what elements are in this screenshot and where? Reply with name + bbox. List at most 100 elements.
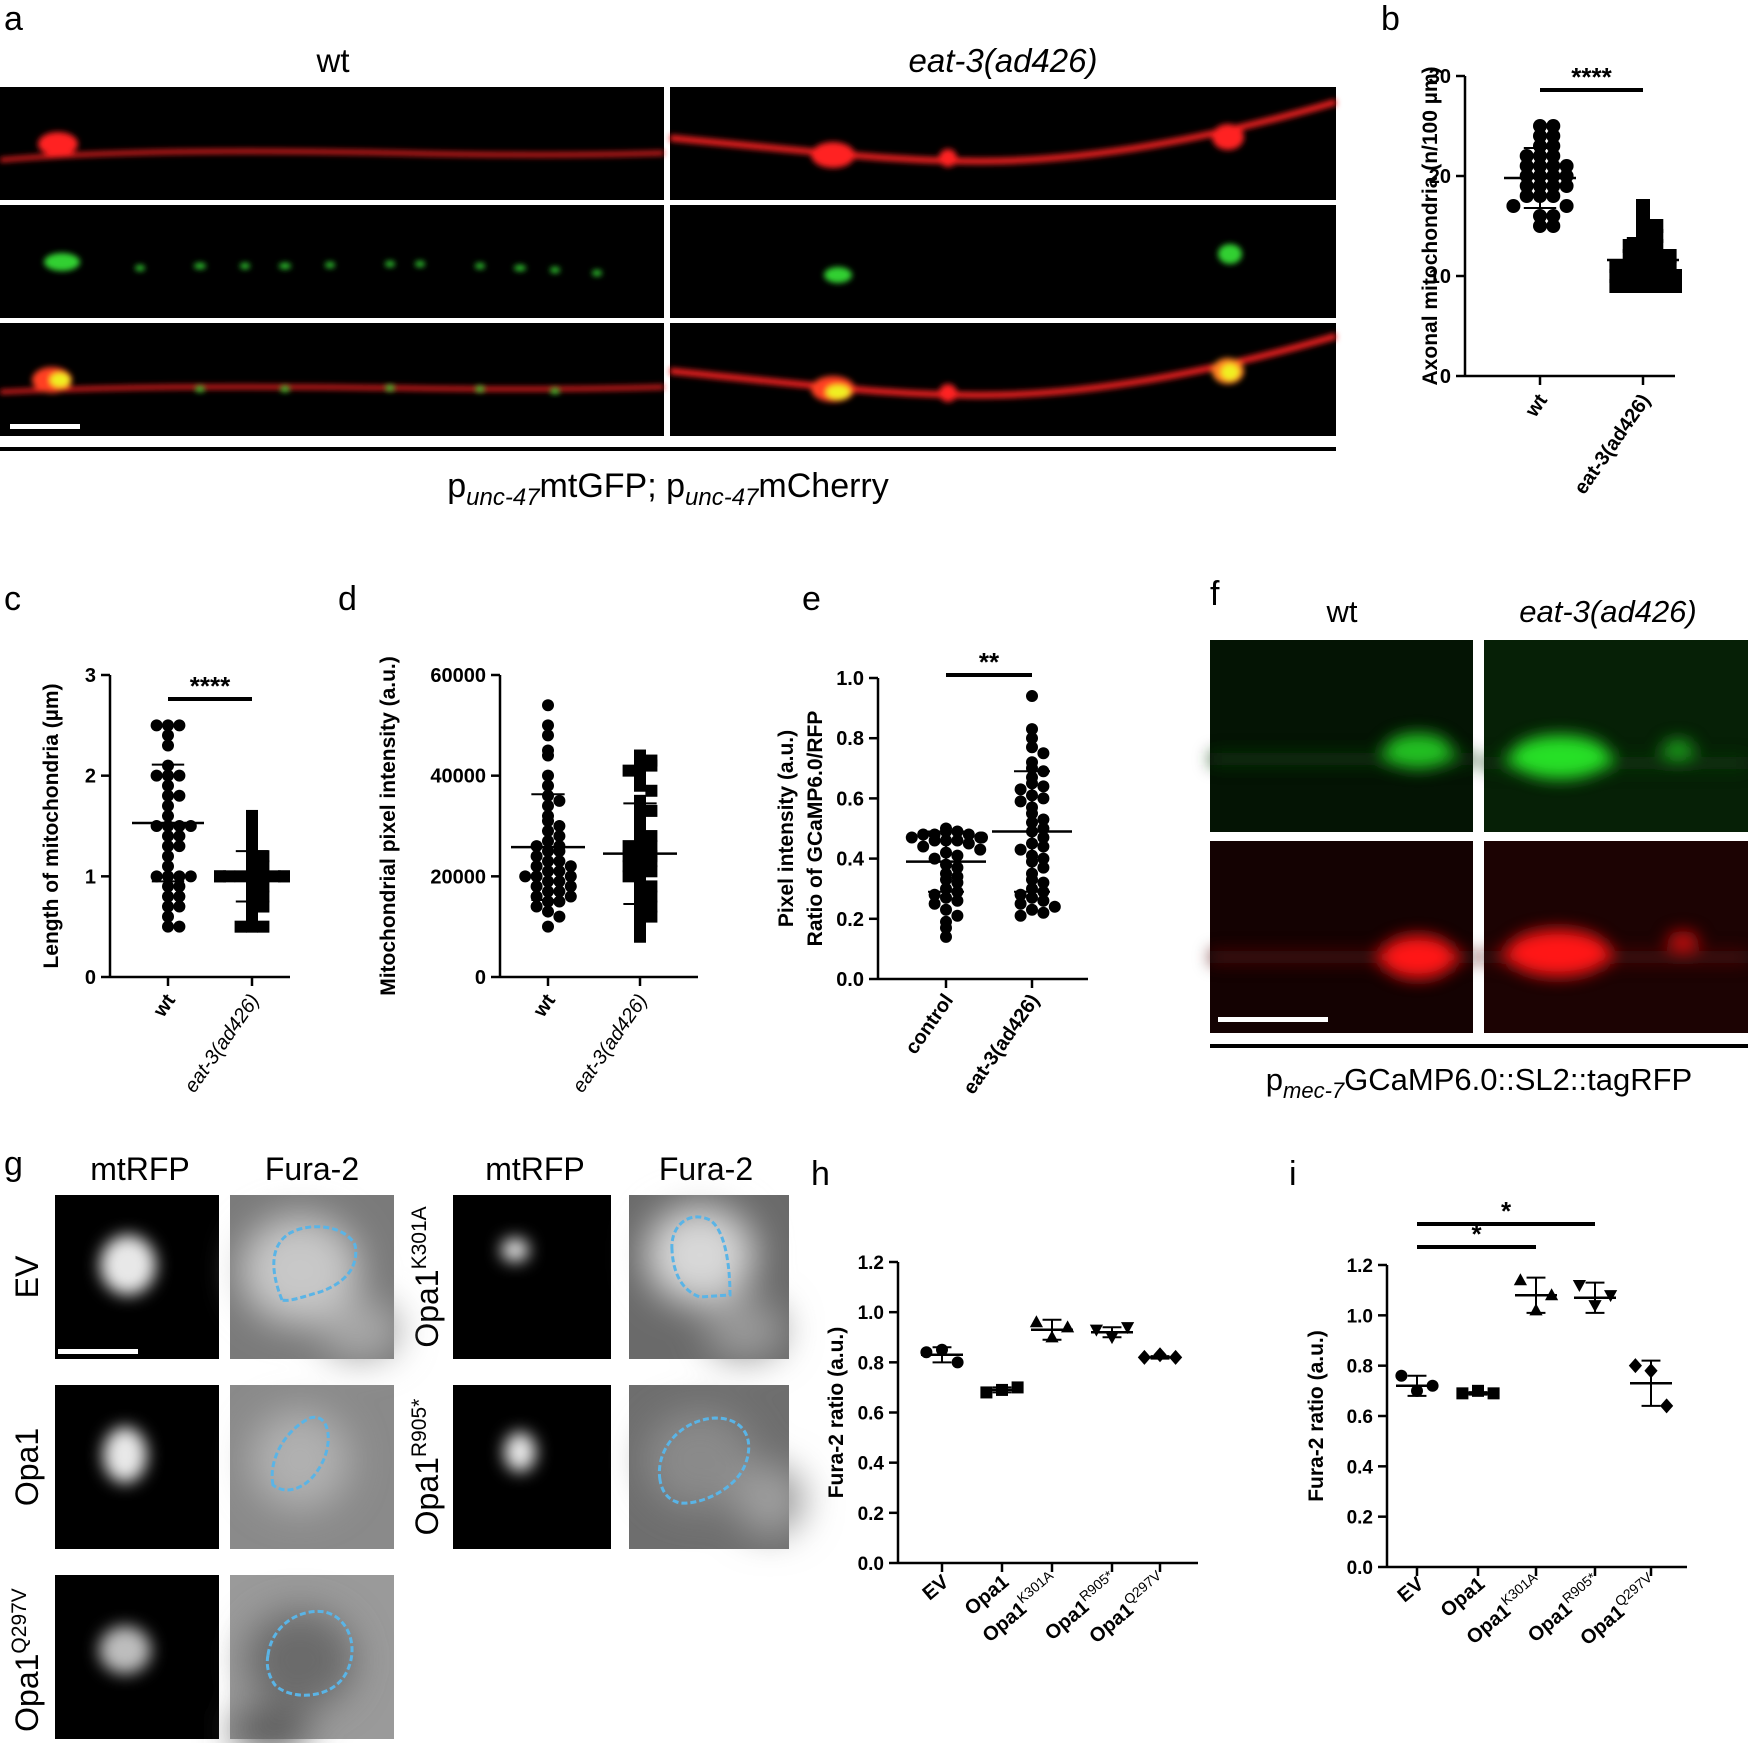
panel-letter-g: g	[4, 1145, 23, 1183]
point-d-s1-36	[634, 920, 646, 933]
category-label-d-0: wt	[529, 990, 561, 1022]
y-tick-label-e-1: 0.2	[836, 909, 864, 931]
panel-a-underline	[0, 447, 1336, 451]
y-tick-label-i-5: 1.0	[1347, 1306, 1373, 1327]
point-e-s1-36	[1037, 894, 1050, 907]
point-b-s0-15	[1519, 169, 1534, 183]
point-d-s1-23	[622, 860, 635, 873]
point-d-s0-2	[542, 729, 554, 742]
point-e-s1-1	[1026, 723, 1038, 736]
point-h-s1-0	[980, 1386, 993, 1399]
point-i-s4-2	[1660, 1398, 1674, 1414]
point-e-s0-7	[905, 831, 918, 844]
point-e-s1-17	[1037, 813, 1050, 826]
y-axis-label-e: Pixel intensity (a.u.)	[775, 730, 798, 927]
point-c-s0-0	[162, 719, 174, 732]
point-d-s0-23	[530, 860, 543, 873]
point-d-s0-4	[542, 749, 554, 762]
point-d-s0-35	[553, 885, 566, 898]
point-c-s0-11	[173, 789, 186, 802]
point-c-s0-8	[150, 769, 163, 782]
point-h-s3-0	[1089, 1324, 1103, 1337]
scale-bar-f	[1218, 1017, 1328, 1022]
point-d-s0-31	[553, 875, 566, 888]
point-d-s1-30	[645, 890, 658, 903]
point-e-s1-28	[1037, 861, 1050, 874]
point-e-s0-28	[951, 894, 964, 907]
point-c-s1-3	[246, 840, 258, 853]
point-e-s0-13	[917, 840, 930, 853]
point-b-s0-3	[1546, 129, 1561, 143]
point-c-s1-20	[257, 890, 270, 903]
point-b-s0-29	[1546, 219, 1561, 233]
point-c-s1-7	[257, 860, 270, 873]
y-tick-label-d-1: 20000	[430, 866, 486, 888]
point-d-s0-12	[553, 820, 566, 832]
point-d-s1-28	[645, 880, 658, 893]
y-tick-label-b-2: 20	[1429, 166, 1451, 188]
point-e-s1-0	[1026, 690, 1038, 703]
point-e-s0-31	[951, 909, 964, 922]
point-b-s0-1	[1546, 119, 1561, 133]
y-tick-label-e-3: 0.6	[836, 788, 864, 810]
point-d-s0-28	[564, 870, 577, 883]
point-h-s0-2	[951, 1356, 964, 1369]
point-d-s1-33	[634, 905, 646, 918]
point-e-s1-14	[1014, 795, 1027, 808]
point-c-s1-22	[257, 900, 270, 913]
point-c-s1-0	[246, 809, 258, 822]
point-c-s1-26	[234, 920, 247, 933]
point-e-s1-40	[1037, 906, 1050, 919]
point-e-s0-27	[940, 891, 952, 904]
point-e-s1-31	[1037, 876, 1050, 889]
point-d-s1-14	[645, 830, 658, 843]
y-tick-label-h-6: 1.2	[858, 1253, 884, 1274]
y-axis-label-c: Length of mitochondria (µm)	[40, 683, 63, 968]
panel-f-col-label-wt: wt	[1326, 594, 1358, 629]
point-b-s0-5	[1546, 139, 1561, 153]
point-c-s0-1	[173, 719, 186, 732]
point-c-s0-26	[150, 870, 163, 883]
chart-panel-e: 0.0 0.2 0.4 0.6 0.8 1.0 Pixel intensity (a.u.)…	[775, 647, 1088, 1098]
point-e-s0-14	[974, 843, 987, 856]
significance-label-i-1: *	[1501, 1196, 1512, 1226]
y-tick-label-h-3: 0.6	[858, 1404, 884, 1425]
chart-panel-d: 0 20000 40000 60000 Mitochondrial pixel inte…	[377, 656, 698, 1097]
point-h-s3-2	[1121, 1322, 1135, 1335]
panel-letter-e: e	[802, 580, 821, 618]
point-d-s0-1	[542, 719, 554, 732]
panel-g-row-label-k301a: Opa1K301A	[408, 1206, 445, 1347]
point-b-s0-20	[1559, 179, 1574, 193]
y-tick-label-c-0: 0	[85, 967, 96, 989]
point-h-s0-0	[920, 1346, 933, 1359]
panel-g-col-label-3: mtRFP	[485, 1151, 585, 1187]
point-i-s0-0	[1395, 1369, 1408, 1382]
category-label-c-0: wt	[149, 990, 181, 1022]
y-tick-label-i-3: 0.6	[1347, 1407, 1373, 1428]
point-b-s1-29	[1668, 279, 1682, 293]
y-tick-label-e-5: 1.0	[836, 668, 864, 690]
point-d-s0-29	[519, 870, 532, 883]
significance-label-e-0: **	[979, 647, 1000, 677]
point-b-s0-14	[1546, 169, 1561, 183]
y-tick-label-e-2: 0.4	[836, 849, 865, 871]
point-e-s0-4	[962, 828, 975, 841]
y-tick-label-i-0: 0.0	[1347, 1558, 1373, 1579]
point-h-s4-1	[1153, 1347, 1167, 1363]
category-label-i-0: EV	[1394, 1573, 1429, 1607]
significance-label-i-0: *	[1471, 1219, 1482, 1249]
point-b-s0-12	[1559, 159, 1574, 173]
y-tick-label-c-2: 2	[85, 766, 96, 788]
point-c-s0-28	[162, 880, 174, 893]
category-label-i-1: Opa1	[1437, 1573, 1489, 1622]
point-e-s1-23	[1037, 840, 1050, 853]
point-d-s0-39	[553, 895, 566, 908]
point-b-s0-18	[1546, 179, 1561, 193]
y-axis-label-b: Axonal mitochondria (n/100 µm)	[1419, 67, 1442, 386]
panel-letter-f: f	[1210, 575, 1220, 613]
point-i-s3-2	[1604, 1290, 1618, 1303]
point-d-s0-43	[542, 920, 554, 933]
point-d-s0-38	[542, 895, 554, 908]
point-e-s1-35	[1026, 891, 1038, 904]
point-c-s1-23	[246, 910, 258, 923]
